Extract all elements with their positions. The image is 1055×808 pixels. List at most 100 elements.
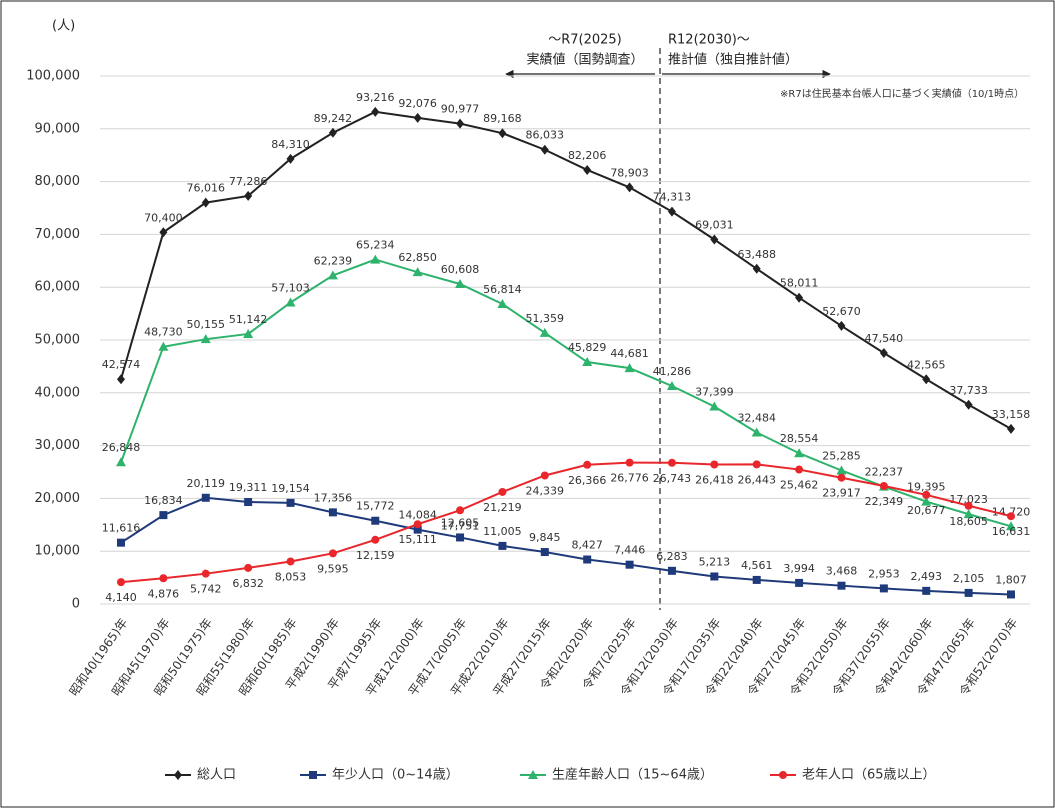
- data-point: [413, 112, 422, 123]
- data-label: 12,605: [441, 516, 480, 529]
- data-point: [540, 471, 549, 480]
- data-label: 42,574: [102, 358, 141, 371]
- data-point: [752, 263, 761, 274]
- data-point: [328, 127, 337, 138]
- data-point: [583, 164, 592, 175]
- data-point: [159, 511, 168, 520]
- data-label: 17,356: [314, 491, 353, 504]
- data-point: [371, 516, 380, 525]
- data-label: 16,631: [992, 525, 1031, 538]
- series-line: [120, 461, 1012, 584]
- data-label: 4,876: [148, 587, 180, 600]
- data-label: 2,953: [868, 567, 900, 580]
- data-label: 24,339: [526, 484, 565, 497]
- legend-label: 老年人口（65歳以上）: [802, 768, 936, 783]
- data-point: [286, 498, 295, 507]
- data-point: [922, 586, 931, 595]
- y-tick-label: 90,000: [35, 121, 81, 136]
- y-tick-label: 10,000: [35, 544, 81, 559]
- data-label: 45,829: [568, 341, 607, 354]
- data-label: 92,076: [398, 97, 437, 110]
- data-label: 89,242: [314, 112, 353, 125]
- y-tick-label: 0: [72, 597, 80, 612]
- data-point: [837, 320, 846, 331]
- data-point: [624, 363, 635, 373]
- data-point: [964, 588, 973, 597]
- data-label: 37,733: [949, 384, 988, 397]
- data-label: 52,670: [822, 305, 861, 318]
- data-point: [836, 465, 847, 475]
- data-point: [752, 460, 761, 469]
- data-label: 93,216: [356, 91, 395, 104]
- data-point: [244, 498, 253, 507]
- data-point: [159, 574, 168, 583]
- data-label: 89,168: [483, 112, 522, 125]
- data-point: [667, 206, 676, 217]
- data-point: [370, 254, 381, 264]
- data-point: [328, 508, 337, 517]
- data-label: 26,418: [695, 474, 734, 487]
- data-point: [244, 190, 253, 201]
- data-point: [710, 572, 719, 581]
- y-tick-label: 50,000: [35, 333, 81, 348]
- y-tick-label: 60,000: [35, 280, 81, 295]
- data-point: [751, 427, 762, 437]
- data-point: [625, 182, 634, 193]
- data-label: 1,807: [995, 573, 1027, 586]
- data-label: 28,554: [780, 432, 819, 445]
- data-point: [625, 458, 634, 467]
- legend-label: 総人口: [197, 768, 236, 783]
- legend-marker: [528, 770, 538, 779]
- data-label: 32,484: [737, 411, 776, 424]
- data-label: 37,399: [695, 386, 734, 399]
- y-tick-label: 20,000: [35, 491, 81, 506]
- data-label: 20,677: [907, 504, 946, 517]
- data-point: [710, 234, 719, 245]
- data-point: [879, 584, 888, 593]
- data-point: [159, 227, 168, 238]
- legend-label: 生産年齢人口（15~64歳）: [552, 767, 713, 783]
- data-label: 22,349: [865, 495, 904, 508]
- data-label: 58,011: [780, 277, 819, 290]
- data-point: [540, 548, 549, 557]
- data-point: [412, 267, 423, 277]
- data-label: 2,105: [953, 572, 985, 585]
- data-point: [498, 541, 507, 550]
- data-label: 19,154: [271, 482, 310, 495]
- data-label: 4,140: [105, 591, 137, 604]
- data-point: [1007, 590, 1015, 599]
- y-tick-label: 40,000: [35, 385, 81, 400]
- data-point: [964, 501, 973, 510]
- data-point: [879, 481, 888, 490]
- data-label: 25,285: [822, 449, 861, 462]
- data-point: [795, 292, 804, 303]
- data-label: 6,283: [656, 550, 688, 563]
- data-point: [964, 399, 973, 410]
- legend-marker: [174, 770, 182, 780]
- data-point: [922, 490, 931, 499]
- data-point: [498, 128, 507, 139]
- data-point: [922, 374, 931, 385]
- data-label: 14,720: [992, 505, 1031, 518]
- data-label: 9,845: [529, 531, 561, 544]
- data-label: 15,111: [398, 533, 437, 546]
- data-label: 42,565: [907, 358, 946, 371]
- data-point: [583, 460, 592, 469]
- data-label: 63,488: [737, 248, 776, 261]
- data-label: 3,994: [783, 562, 815, 575]
- data-label: 90,977: [441, 103, 480, 116]
- data-label: 48,730: [144, 326, 183, 339]
- data-label: 76,016: [187, 182, 226, 195]
- y-tick-label: 70,000: [35, 227, 81, 242]
- data-point: [201, 569, 210, 578]
- data-label: 47,540: [865, 332, 904, 345]
- data-label: 82,206: [568, 149, 607, 162]
- data-point: [921, 496, 932, 506]
- y-tick-label: 100,000: [26, 69, 80, 84]
- data-point: [582, 357, 593, 367]
- data-point: [117, 538, 125, 547]
- data-label: 19,311: [229, 481, 268, 494]
- data-label: 7,446: [614, 544, 646, 557]
